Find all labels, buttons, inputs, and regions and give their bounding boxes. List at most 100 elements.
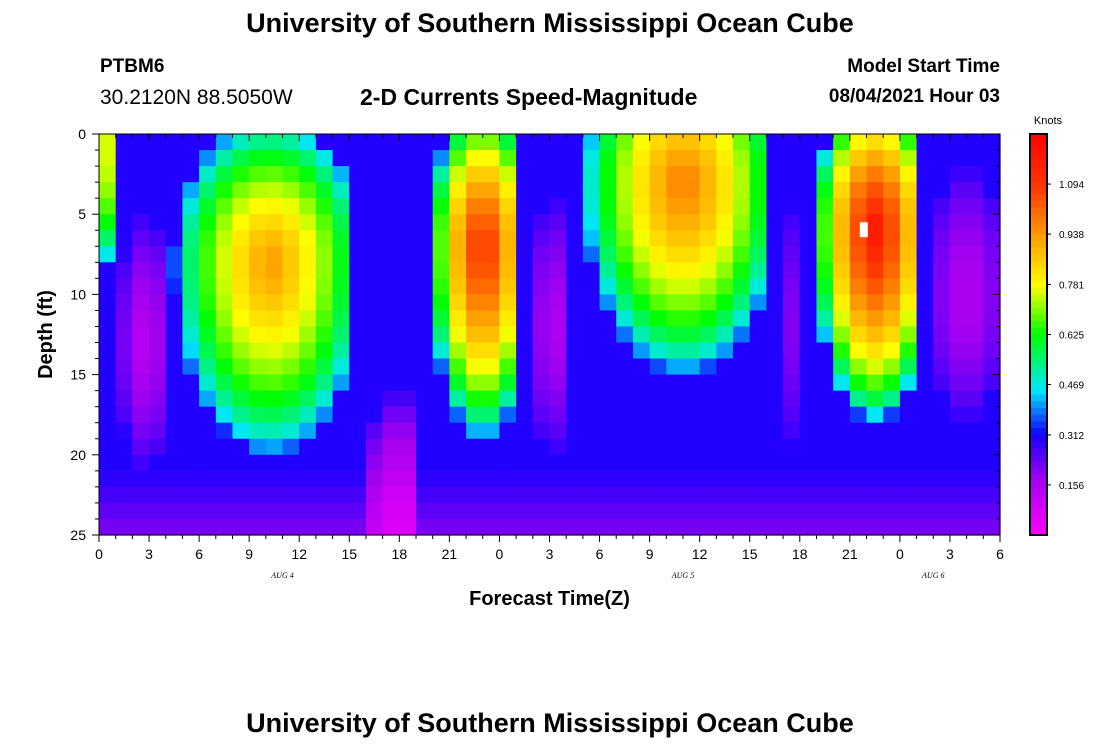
- heatmap-cell: [182, 470, 200, 488]
- heatmap-cell: [532, 374, 551, 392]
- heatmap-cell: [966, 326, 984, 344]
- heatmap-cell: [449, 246, 467, 263]
- heatmap-cell: [449, 310, 467, 328]
- heatmap-cell: [365, 262, 384, 279]
- heatmap-cell: [199, 374, 217, 392]
- heatmap-cell: [265, 262, 284, 279]
- heatmap-cell: [449, 326, 467, 344]
- heatmap-cell: [99, 182, 117, 199]
- heatmap-cell: [265, 486, 284, 504]
- heatmap-cell: [983, 278, 1001, 295]
- heatmap-cell: [616, 374, 634, 392]
- heatmap-cell: [382, 358, 400, 376]
- heatmap-cell: [382, 230, 400, 247]
- heatmap-cell: [499, 470, 517, 488]
- heatmap-cell: [599, 502, 617, 520]
- heatmap-cell: [716, 422, 734, 440]
- colorbar-swatch: [1030, 334, 1047, 342]
- heatmap-cell: [733, 454, 751, 472]
- heatmap-cell: [99, 502, 117, 520]
- heatmap-cell: [649, 246, 667, 263]
- colorbar-swatch: [1030, 260, 1047, 269]
- x-tick-label: 3: [546, 546, 554, 562]
- heatmap-cell: [716, 310, 734, 328]
- heatmap-cell: [182, 486, 200, 504]
- heatmap-cell: [632, 182, 651, 199]
- heatmap-cell: [733, 502, 751, 520]
- heatmap-cell: [749, 518, 768, 536]
- heatmap-cell: [99, 294, 117, 312]
- colorbar-swatch: [1030, 287, 1047, 295]
- heatmap-cell: [499, 310, 517, 328]
- heatmap-cell: [649, 310, 667, 328]
- heatmap-cell: [199, 166, 217, 183]
- heatmap-cell: [532, 486, 551, 504]
- heatmap-cell: [165, 262, 184, 279]
- heatmap-cell: [466, 342, 484, 360]
- heatmap-cell: [983, 518, 1001, 536]
- heatmap-cell: [416, 406, 434, 424]
- heatmap-cell: [566, 438, 584, 456]
- heatmap-cell: [582, 182, 601, 199]
- heatmap-cell: [315, 166, 334, 183]
- heatmap-cell: [949, 278, 968, 295]
- heatmap-cell: [983, 390, 1001, 408]
- heatmap-cell: [99, 518, 117, 536]
- colorbar: [1030, 134, 1047, 536]
- heatmap-cell: [249, 278, 267, 295]
- heatmap-cell: [516, 502, 534, 520]
- x-tick-label: 18: [392, 546, 408, 562]
- heatmap-cell: [132, 182, 150, 199]
- heatmap-cell: [733, 374, 751, 392]
- heatmap-cell: [482, 214, 501, 231]
- heatmap-cell: [899, 198, 918, 215]
- heatmap-cell: [883, 390, 901, 408]
- heatmap-cell: [365, 134, 384, 151]
- heatmap-cell: [182, 262, 200, 279]
- heatmap-cell: [199, 246, 217, 263]
- heatmap-cell: [666, 470, 684, 488]
- heatmap-cell: [933, 134, 951, 151]
- heatmap-cell: [499, 358, 517, 376]
- heatmap-cell: [699, 454, 717, 472]
- heatmap-cell: [632, 502, 651, 520]
- heatmap-cell: [949, 342, 968, 360]
- heatmap-cell: [783, 310, 801, 328]
- heatmap-cell: [132, 486, 150, 504]
- heatmap-cell: [382, 198, 400, 215]
- heatmap-cell: [549, 374, 567, 392]
- heatmap-cell: [866, 502, 884, 520]
- heatmap-cell: [416, 470, 434, 488]
- heatmap-cell: [332, 198, 350, 215]
- colorbar-swatch: [1030, 294, 1047, 302]
- heatmap-cell: [799, 278, 818, 295]
- heatmap-cell: [182, 278, 200, 295]
- heatmap-cell: [99, 438, 117, 456]
- heatmap-cell: [566, 502, 584, 520]
- heatmap-cell: [332, 470, 350, 488]
- heatmap-cell: [482, 198, 501, 215]
- heatmap-cell: [332, 182, 350, 199]
- heatmap-cell: [866, 310, 884, 328]
- heatmap-cell: [449, 342, 467, 360]
- heatmap-cell: [766, 214, 784, 231]
- heatmap-cell: [482, 294, 501, 312]
- heatmap-cell: [983, 454, 1001, 472]
- heatmap-cell: [132, 150, 150, 167]
- heatmap-cell: [115, 406, 133, 424]
- heatmap-cell: [899, 246, 918, 263]
- heatmap-cell: [532, 198, 551, 215]
- heatmap-cell: [282, 422, 300, 440]
- heatmap-cell: [649, 358, 667, 376]
- heatmap-cell: [165, 278, 184, 295]
- colorbar-swatch: [1030, 381, 1047, 389]
- heatmap-cell: [949, 294, 968, 312]
- heatmap-cell: [165, 374, 184, 392]
- heatmap-cell: [616, 454, 634, 472]
- heatmap-cell: [165, 198, 184, 215]
- heatmap-cell: [182, 134, 200, 151]
- heatmap-cell: [265, 150, 284, 167]
- heatmap-cell: [566, 246, 584, 263]
- heatmap-cell: [966, 278, 984, 295]
- heatmap-cell: [349, 262, 367, 279]
